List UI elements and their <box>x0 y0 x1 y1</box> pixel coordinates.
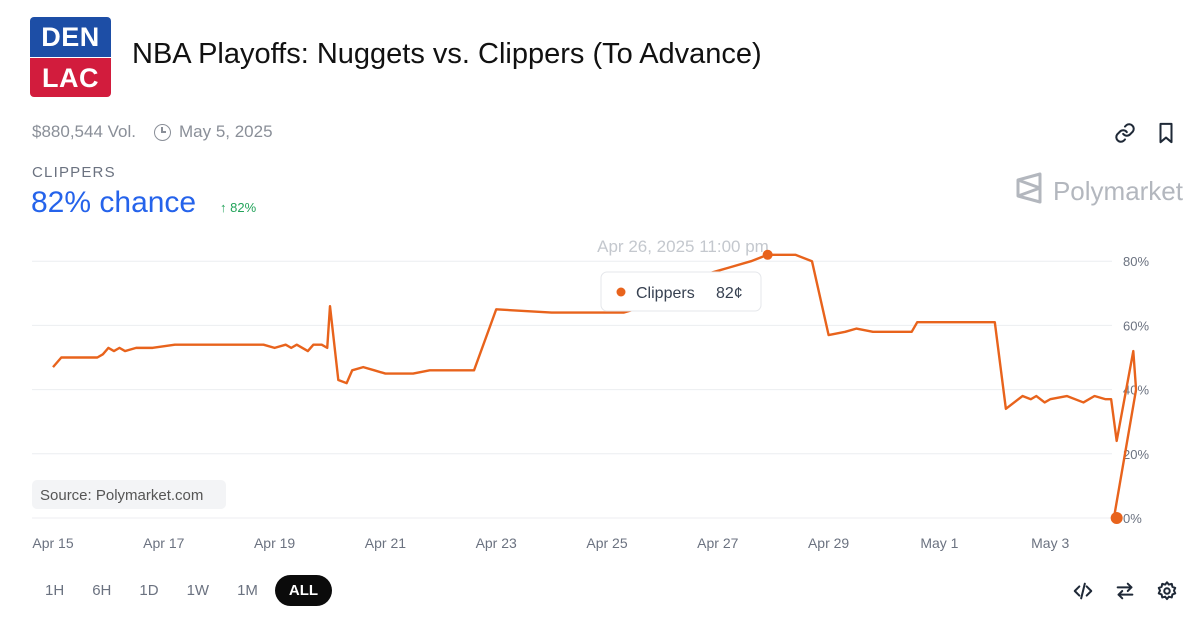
gear-icon[interactable] <box>1156 580 1178 602</box>
y-tick-label: 80% <box>1123 254 1149 269</box>
team-logo: DEN LAC <box>30 17 111 97</box>
y-axis: 0%20%40%60%80% <box>1123 254 1149 526</box>
x-tick-label: Apr 25 <box>586 535 627 551</box>
tooltip-value: 82¢ <box>716 285 743 302</box>
range-button-1d[interactable]: 1D <box>139 582 159 599</box>
hover-point <box>762 249 773 260</box>
page-title: NBA Playoffs: Nuggets vs. Clippers (To A… <box>132 38 762 70</box>
y-tick-label: 0% <box>1123 511 1142 526</box>
chance-value: 82% chance <box>31 186 197 219</box>
range-button-1w[interactable]: 1W <box>186 582 210 599</box>
x-tick-label: Apr 21 <box>365 535 406 551</box>
x-tick-label: May 3 <box>1031 535 1069 551</box>
outcome-label: CLIPPERS <box>32 164 116 181</box>
y-tick-label: 60% <box>1123 318 1149 333</box>
x-tick-label: Apr 17 <box>143 535 184 551</box>
bottom-actions <box>1072 580 1178 602</box>
range-button-1m[interactable]: 1M <box>237 582 258 599</box>
logo-lac: LAC <box>30 57 111 97</box>
end-date: May 5, 2025 <box>178 122 273 141</box>
x-tick-label: May 1 <box>920 535 958 551</box>
link-icon[interactable] <box>1114 122 1136 144</box>
x-tick-label: Apr 19 <box>254 535 295 551</box>
swap-icon[interactable] <box>1114 580 1136 602</box>
end-point <box>1110 512 1123 524</box>
series-line-clippers <box>52 253 1138 520</box>
hover-date-label-group: Apr 26, 2025 11:00 pm <box>597 237 769 256</box>
source-label: Source: Polymarket.com <box>40 487 203 504</box>
y-tick-label: 20% <box>1123 447 1149 462</box>
tooltip-series-name: Clippers <box>636 285 695 302</box>
embed-code-icon[interactable] <box>1072 580 1094 602</box>
chance-change: ↑ 82% <box>220 200 257 215</box>
brand-watermark: Polymarket <box>1015 172 1183 211</box>
x-axis: Apr 15 Apr 17 Apr 19 Apr 21 Apr 23 Apr 25 Apr … <box>32 535 1069 551</box>
range-button-all[interactable]: ALL <box>274 575 333 606</box>
top-actions <box>1114 122 1176 144</box>
brand-name: Polymarket <box>1052 176 1183 206</box>
x-tick-label: Apr 29 <box>808 535 849 551</box>
clock-icon <box>153 123 171 141</box>
time-range-selector: 1H 6H 1D 1W 1M ALL <box>34 575 338 606</box>
range-button-1h[interactable]: 1H <box>45 582 65 599</box>
bookmark-icon[interactable] <box>1156 122 1176 144</box>
source-label-group: Source: Polymarket.com <box>32 480 226 509</box>
volume-text: $880,544 Vol. <box>32 122 136 141</box>
tooltip-box <box>600 271 762 312</box>
range-button-6h[interactable]: 6H <box>92 582 112 599</box>
x-tick-label: Apr 27 <box>697 535 738 551</box>
market-meta: $880,544 Vol. May 5, 2025 <box>32 122 273 142</box>
x-tick-label: Apr 15 <box>32 535 73 551</box>
logo-den: DEN <box>30 17 111 57</box>
polymarket-logo-icon <box>1015 172 1043 211</box>
chart-grid <box>32 260 1112 519</box>
tooltip: Clippers 82¢ <box>600 271 762 312</box>
source-label-bg <box>32 480 226 509</box>
tooltip-series-dot <box>616 287 626 297</box>
x-tick-label: Apr 23 <box>476 535 517 551</box>
hover-date-label: Apr 26, 2025 11:00 pm <box>597 237 769 256</box>
